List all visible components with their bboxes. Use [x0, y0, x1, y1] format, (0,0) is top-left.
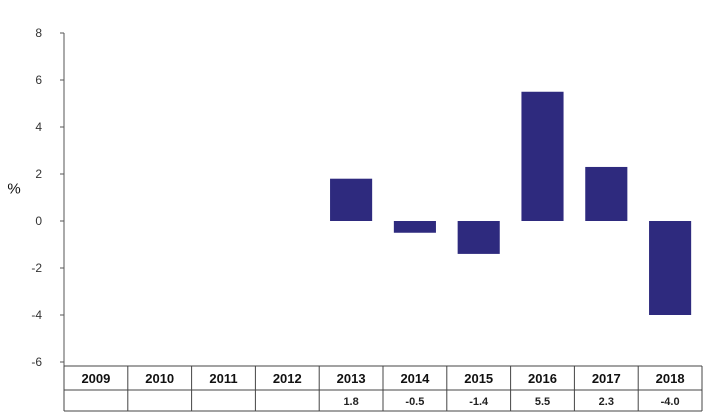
data-value-label: 2.3	[599, 396, 614, 408]
y-axis-title: %	[7, 181, 20, 198]
bar-2016	[521, 91, 564, 221]
bar-2015	[457, 221, 500, 254]
y-tick-label: 8	[35, 26, 42, 40]
x-category-label: 2011	[209, 371, 237, 386]
x-category-label: 2010	[145, 371, 174, 386]
x-category-label: 2014	[400, 371, 430, 386]
data-value-label: 5.5	[535, 396, 550, 408]
data-value-label: -1.4	[469, 396, 489, 408]
bar-2018	[649, 221, 692, 315]
data-value-label: -0.5	[405, 396, 424, 408]
x-category-label: 2015	[464, 371, 493, 386]
y-tick-label: 4	[35, 120, 42, 134]
x-category-label: 2012	[273, 371, 302, 386]
bar-2013	[330, 178, 373, 221]
bar-2017	[585, 166, 628, 221]
x-category-label: 2013	[337, 371, 366, 386]
x-category-label: 2018	[656, 371, 685, 386]
y-tick-label: 0	[35, 214, 42, 228]
data-value-label: -4.0	[661, 396, 680, 408]
data-table: 2009 2010 2011 2012 2013 1.8 2014 -0.5 2015 -1.4 2…	[63, 365, 703, 412]
x-category-label: 2016	[528, 371, 557, 386]
x-category-label: 2009	[81, 371, 110, 386]
x-category-label: 2017	[592, 371, 621, 386]
bar-2014	[393, 221, 436, 233]
y-tick-label: -6	[31, 355, 42, 369]
bars-group	[330, 91, 692, 315]
data-value-label: 1.8	[343, 396, 358, 408]
y-tick-label: 6	[35, 73, 42, 87]
y-tick-label: -4	[31, 308, 42, 322]
y-tick-label: 2	[35, 167, 42, 181]
y-axis: 8 6 4 2 0 -2 -4 -6	[31, 26, 65, 369]
y-tick-label: -2	[31, 261, 42, 275]
